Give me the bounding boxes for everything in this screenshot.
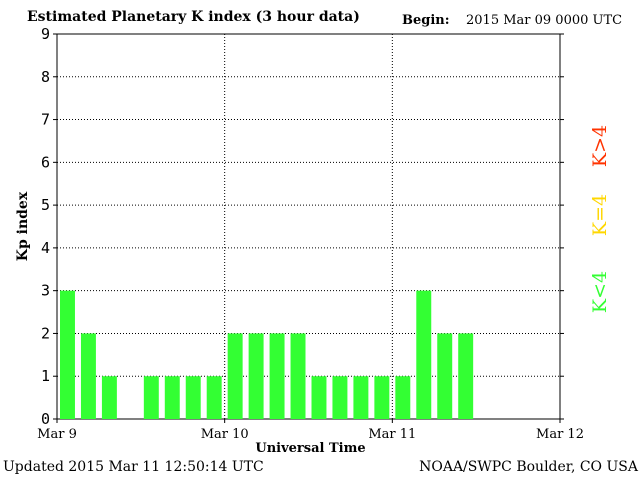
x-tick-label: Mar 11	[368, 427, 416, 442]
x-tick-label: Mar 12	[536, 427, 584, 442]
y-tick-label: 9	[41, 25, 50, 43]
kp-bar	[227, 333, 243, 419]
kp-bar	[374, 376, 390, 419]
y-tick-label: 7	[41, 111, 50, 129]
y-tick-label: 0	[41, 410, 50, 428]
y-tick-label: 5	[41, 196, 50, 214]
y-tick-label: 3	[41, 282, 50, 300]
kp-bar	[395, 376, 411, 419]
plot-frame	[56, 33, 561, 420]
kp-bar	[60, 290, 75, 419]
y-tick-label: 2	[41, 324, 50, 342]
kp-bar	[206, 376, 222, 419]
y-tick-label: 1	[41, 367, 50, 385]
kp-bar	[311, 376, 327, 419]
x-tick-label: Mar 9	[37, 427, 77, 442]
kp-bar	[80, 333, 96, 419]
begin-label: Begin:	[402, 13, 450, 28]
legend-k-less-4: K<4	[589, 270, 611, 314]
kp-bar	[269, 333, 285, 419]
kp-bar	[185, 376, 201, 419]
kp-bar	[458, 333, 474, 419]
kp-bar	[101, 376, 117, 419]
kp-bar	[416, 290, 432, 419]
kp-bar	[164, 376, 180, 419]
y-tick-label: 4	[41, 239, 50, 257]
kp-bar	[332, 376, 348, 419]
kp-bar	[437, 333, 453, 419]
x-tick-label: Mar 10	[201, 427, 249, 442]
kp-bar	[248, 333, 264, 419]
kp-bar	[290, 333, 306, 419]
legend-k-greater-4: K>4	[589, 124, 611, 168]
y-axis-label: Kp index	[15, 191, 31, 261]
x-axis-label: Universal Time	[255, 441, 365, 456]
updated-timestamp: Updated 2015 Mar 11 12:50:14 UTC	[3, 459, 264, 475]
y-tick-label: 8	[41, 68, 50, 86]
kp-bar	[143, 376, 159, 419]
chart-title: Estimated Planetary K index (3 hour data…	[27, 9, 360, 25]
legend-k-equals-4: K=4	[589, 193, 611, 237]
begin-value: 2015 Mar 09 0000 UTC	[466, 13, 623, 28]
source-credit: NOAA/SWPC Boulder, CO USA	[419, 459, 638, 475]
kp-bar	[353, 376, 369, 419]
y-tick-label: 6	[41, 153, 50, 171]
